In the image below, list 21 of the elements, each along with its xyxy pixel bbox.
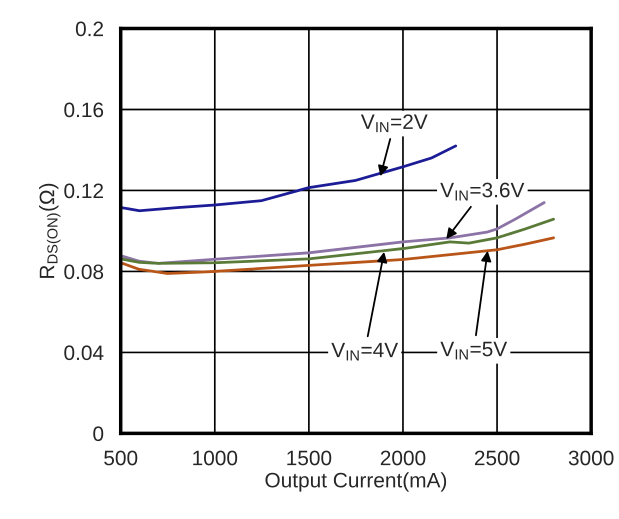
annotation: V$_{IN}$=3.6V [440, 182, 524, 200]
line-series [120, 218, 555, 265]
y-tick-label: 0.16 [64, 102, 104, 118]
x-tick-label: 2500 [474, 450, 520, 466]
x-tick-label: 1500 [287, 450, 332, 466]
y-tick-label: 0.04 [64, 345, 104, 360]
line-series [120, 144, 458, 212]
x-tick-label: 500 [104, 450, 138, 466]
line-series [120, 236, 555, 275]
annotation: V$_{IN}$=5V [440, 342, 508, 360]
x-tick-label: 2000 [380, 450, 426, 466]
y-tick-label: 0.2 [76, 22, 103, 36]
y-tick-label: 0.12 [64, 183, 103, 198]
annotation: V$_{IN}$=4V [331, 342, 398, 360]
y-axis-title: R$_{DS(ON)}$(Ω) [39, 184, 60, 278]
annotation: V$_{IN}$=2V [360, 114, 428, 132]
x-tick-label: 3000 [568, 450, 614, 466]
y-tick-label: 0 [93, 426, 104, 442]
x-axis-title: Output Current(mA) [265, 472, 446, 492]
x-tick-label: 1000 [193, 450, 238, 466]
y-tick-label: 0.08 [64, 264, 104, 280]
